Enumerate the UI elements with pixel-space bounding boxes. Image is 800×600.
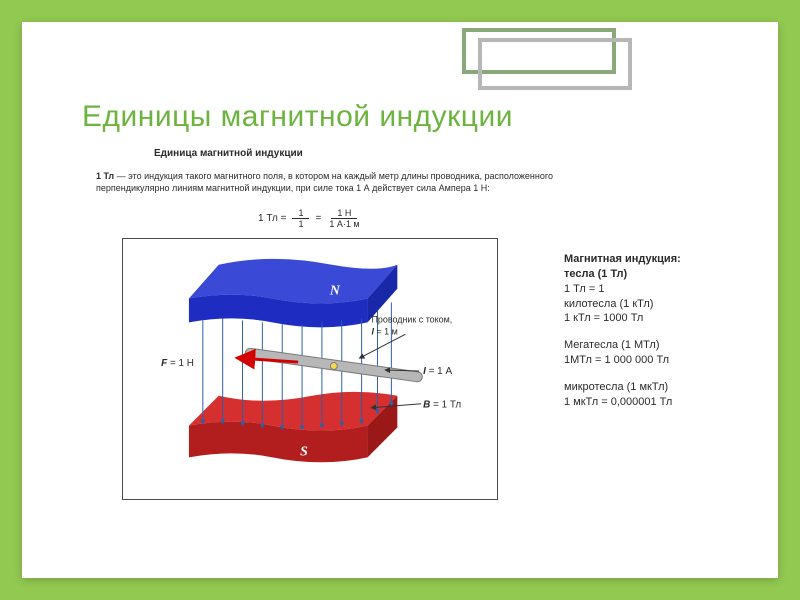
corner-decoration [462,28,616,74]
formula-eq: = [315,213,321,224]
s-pole [189,392,397,462]
definition-text: 1 Тл — это индукция такого магнитного по… [96,170,576,194]
n-pole [189,259,397,327]
mega-group: Мегатесла (1 МТл) 1МТл = 1 000 000 Тл [564,338,764,368]
units-base: 1 Тл = 1 [564,283,604,295]
mega-eq: 1МТл = 1 000 000 Тл [564,354,669,366]
s-label: S [300,444,308,459]
micro-name: микротесла (1 мкТл) [564,381,668,393]
units-header2: тесла (1 Тл) [564,268,627,280]
units-header-group: Магнитная индукция: тесла (1 Тл) 1 Тл = … [564,252,764,326]
units-header1: Магнитная индукция: [564,253,681,265]
b-label: B = 1 Тл [423,400,461,411]
formula-num1: 1 [292,208,309,219]
wire-caption-2: l = 1 м [372,326,398,336]
formula-den1: 1 [296,219,305,229]
f-label: F = 1 Н [161,358,194,369]
formula-den2: 1 А·1 м [327,219,361,229]
wire-pointer [360,334,406,358]
wire-caption-1: Проводник с током, [372,314,453,324]
units-column: Магнитная индукция: тесла (1 Тл) 1 Тл = … [564,252,764,422]
kilo-name: килотесла (1 кТл) [564,298,653,310]
mega-name: Мегатесла (1 МТл) [564,339,659,351]
page-title: Единицы магнитной индукции [82,100,513,134]
conductor [245,348,423,383]
micro-group: микротесла (1 мкТл) 1 мкТл = 0,000001 Тл [564,380,764,410]
subtitle: Единица магнитной индукции [154,148,303,159]
n-label: N [329,284,341,299]
formula-frac-2: 1 Н 1 А·1 м [327,208,361,229]
definition-rest: — это индукция такого магнитного поля, в… [96,171,553,193]
diagram: N S Проводник с током, l = 1 м I = 1 А B… [122,238,498,500]
diagram-svg: N S Проводник с током, l = 1 м I = 1 А B… [123,239,497,499]
i-label: I = 1 А [423,366,452,377]
formula-lhs: 1 Тл = [258,213,286,224]
slide: Единицы магнитной индукции Единица магни… [22,22,778,578]
micro-eq: 1 мкТл = 0,000001 Тл [564,396,672,408]
formula-num2: 1 Н [331,208,357,219]
kilo-eq: 1 кТл = 1000 Тл [564,312,643,324]
definition-bold: 1 Тл [96,171,114,181]
formula-frac-1: 1 1 [292,208,309,229]
formula: 1 Тл = 1 1 = 1 Н 1 А·1 м [258,208,362,229]
